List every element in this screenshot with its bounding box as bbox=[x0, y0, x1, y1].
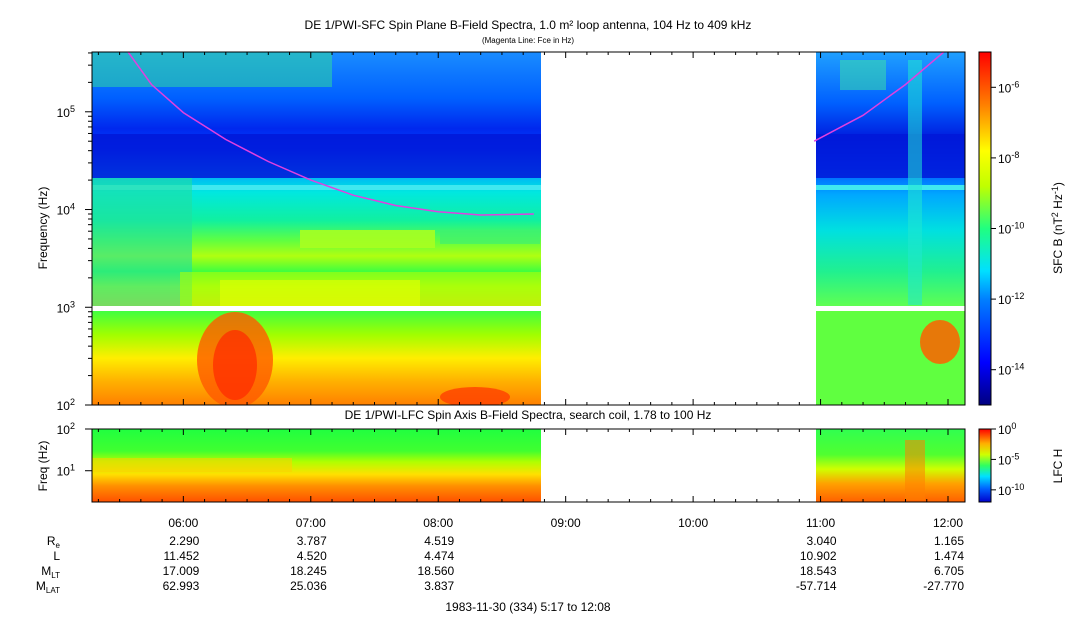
time-tick-label: 10:00 bbox=[678, 516, 708, 530]
ephemeris-value: 10.902 bbox=[800, 549, 837, 563]
time-axis-ticks: 06:00 07:00 08:00 09:00 10:00 11:00 12:00 bbox=[97, 52, 963, 530]
ephemeris-row-label: L bbox=[53, 549, 60, 563]
bottom-panel-title: DE 1/PWI-LFC Spin Axis B-Field Spectra, … bbox=[345, 408, 712, 422]
ephemeris-value: 17.009 bbox=[163, 564, 200, 578]
sfc-intense-core bbox=[213, 330, 257, 400]
ephemeris-value: -27.770 bbox=[923, 579, 964, 593]
sfc-frame bbox=[91, 51, 966, 406]
lfc-colorbar-tick-label: 10-10 bbox=[998, 482, 1024, 498]
sfc-y-tick-label: 102 bbox=[57, 397, 75, 413]
sfc-left-enhancement bbox=[92, 178, 192, 308]
lfc-spectrogram bbox=[92, 429, 965, 502]
ephemeris-value: 1.474 bbox=[934, 549, 964, 563]
time-tick-label: 07:00 bbox=[296, 516, 326, 530]
sfc-cyan-line-right bbox=[816, 185, 965, 190]
ephemeris-value: 3.040 bbox=[807, 534, 837, 548]
top-panel-subtitle: (Magenta Line: Fce in Hz) bbox=[482, 36, 574, 45]
ephemeris-value: 18.245 bbox=[290, 564, 327, 578]
lfc-colorbar bbox=[978, 428, 992, 503]
ephemeris-value: 25.036 bbox=[290, 579, 327, 593]
lfc-colorbar-label: LFC H bbox=[1051, 449, 1065, 484]
sfc-right-intense bbox=[920, 320, 960, 364]
lfc-y-axis-label: Freq (Hz) bbox=[36, 441, 50, 492]
sfc-y-tick-label: 104 bbox=[57, 202, 75, 218]
ephemeris-value: 2.290 bbox=[169, 534, 199, 548]
ephemeris-value: 6.705 bbox=[934, 564, 964, 578]
sfc-colorbar bbox=[978, 51, 992, 406]
sfc-colorbar-tick-label: 10-10 bbox=[998, 221, 1024, 237]
sfc-dark-band-left bbox=[92, 134, 541, 178]
sfc-upper-noise bbox=[92, 52, 332, 87]
sfc-colorbar-label: SFC B (nT2 Hz-1) bbox=[1050, 182, 1065, 274]
ephemeris-row-label: Re bbox=[47, 534, 61, 550]
sfc-data-gap bbox=[541, 52, 816, 405]
sfc-y-tick-label: 103 bbox=[57, 299, 75, 315]
time-tick-label: 06:00 bbox=[168, 516, 198, 530]
lfc-colorbar-tick-label: 10-5 bbox=[998, 451, 1019, 467]
sfc-high-band-right bbox=[816, 52, 965, 307]
ephemeris-value: 4.474 bbox=[424, 549, 454, 563]
sfc-y-ticks: 102 103 104 105 bbox=[57, 52, 92, 413]
sfc-cyan-line-left bbox=[92, 185, 541, 190]
ephemeris-value: -57.714 bbox=[796, 579, 837, 593]
fce-line-right bbox=[813, 52, 945, 142]
sfc-colorbar-tick-label: 10-14 bbox=[998, 362, 1024, 378]
ephemeris-value: 62.993 bbox=[163, 579, 200, 593]
time-tick-label: 08:00 bbox=[423, 516, 453, 530]
lfc-band-right bbox=[816, 429, 965, 502]
sfc-burst-right bbox=[908, 60, 922, 305]
ephemeris-value: 1.165 bbox=[934, 534, 964, 548]
ephemeris-value: 4.520 bbox=[297, 549, 327, 563]
ephemeris-value: 4.519 bbox=[424, 534, 454, 548]
ephemeris-value: 11.452 bbox=[164, 549, 200, 563]
sfc-chorus-band bbox=[300, 230, 435, 248]
time-tick-label: 11:00 bbox=[806, 516, 835, 530]
sfc-spectrogram bbox=[92, 52, 965, 405]
sfc-y-tick-label: 105 bbox=[57, 104, 75, 120]
lfc-data-gap bbox=[541, 429, 816, 502]
lfc-y-ticks: 101 102 bbox=[57, 421, 92, 479]
sfc-hiss-core bbox=[220, 280, 420, 307]
ephemeris-row-label: MLAT bbox=[36, 579, 60, 595]
date-range-label: 1983-11-30 (334) 5:17 to 12:08 bbox=[445, 600, 611, 614]
lfc-colorbar-tick-label: 100 bbox=[998, 421, 1016, 437]
sfc-y-axis-label: Frequency (Hz) bbox=[36, 187, 50, 270]
lfc-enhanced bbox=[92, 458, 292, 472]
sfc-colorbar-tick-label: 10-6 bbox=[998, 79, 1019, 95]
ephemeris-table: Re 2.290 3.787 4.519 3.040 1.165 L 11.452 4.520 4… bbox=[36, 534, 964, 595]
sfc-dark-band-right bbox=[816, 134, 965, 178]
ephemeris-value: 3.787 bbox=[297, 534, 327, 548]
sfc-colorbar-ticks: 10-6 10-8 10-10 10-12 10-14 bbox=[991, 79, 1024, 378]
sfc-burst-top-right bbox=[840, 60, 886, 90]
fce-line-left bbox=[127, 52, 534, 216]
ephemeris-row-label: MLT bbox=[41, 564, 60, 580]
lfc-burst bbox=[905, 440, 925, 500]
sfc-chorus-band-2 bbox=[440, 230, 540, 244]
top-panel-title: DE 1/PWI-SFC Spin Plane B-Field Spectra,… bbox=[305, 18, 752, 32]
ephemeris-value: 3.837 bbox=[424, 579, 454, 593]
sfc-colorbar-tick-label: 10-12 bbox=[998, 291, 1024, 307]
sfc-colorbar-tick-label: 10-8 bbox=[998, 150, 1019, 166]
ephemeris-value: 18.543 bbox=[800, 564, 837, 578]
time-tick-label: 09:00 bbox=[551, 516, 581, 530]
sfc-low-intense bbox=[440, 387, 510, 405]
ephemeris-value: 18.560 bbox=[418, 564, 455, 578]
lfc-frame bbox=[91, 428, 966, 503]
lfc-y-tick-label: 101 bbox=[57, 463, 75, 479]
time-tick-label: 12:00 bbox=[933, 516, 963, 530]
lfc-colorbar-ticks: 100 10-5 10-10 bbox=[991, 421, 1024, 498]
sfc-band-gap bbox=[92, 306, 965, 311]
lfc-y-tick-label: 102 bbox=[57, 421, 75, 437]
